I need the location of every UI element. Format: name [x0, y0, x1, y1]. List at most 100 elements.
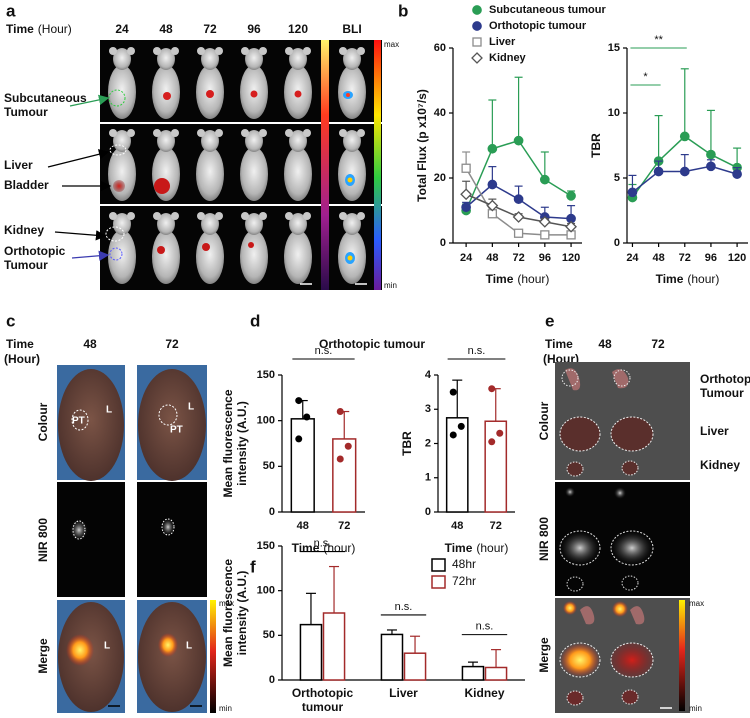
annotation: n.s.	[315, 345, 333, 357]
organ-label: Liver	[700, 424, 729, 438]
x-axis-label: Time (hour)	[445, 541, 509, 555]
marker	[461, 163, 471, 173]
panel-label: d	[250, 311, 260, 330]
y-tick-label: 3	[425, 403, 431, 415]
marker	[460, 188, 473, 201]
x-tick-label: 72	[679, 252, 691, 264]
bli-images	[47, 40, 382, 290]
organ-marker: L	[186, 641, 192, 652]
annotation: n.s.	[476, 621, 494, 633]
column-label: 96	[247, 22, 261, 36]
data-point	[449, 388, 457, 396]
x-tick-label: 72	[338, 520, 350, 532]
x-axis-label: Time (hour)	[656, 272, 720, 286]
bar	[484, 420, 508, 513]
x-tick-label: 48	[652, 252, 664, 264]
legend-swatch	[431, 558, 446, 572]
error-bar	[706, 109, 715, 155]
data-point	[449, 431, 457, 439]
legend-marker	[472, 21, 482, 31]
time-label: Time	[6, 22, 34, 36]
marker	[566, 191, 576, 201]
scale-max: max	[384, 40, 399, 49]
organ-marker: PT	[72, 416, 85, 427]
y-tick-label: 15	[608, 42, 620, 54]
error-bar	[329, 565, 340, 613]
row-label: Bladder	[4, 178, 49, 192]
row-label: Liver	[4, 158, 33, 172]
y-tick-label: 50	[263, 460, 275, 472]
organ-marker: L	[188, 402, 194, 413]
y-tick-label: 10	[608, 107, 620, 119]
legend-marker	[472, 5, 482, 15]
marker	[513, 194, 524, 204]
row-label: NIR 800	[537, 517, 551, 561]
x-axis-label-unit: (hour)	[517, 272, 549, 286]
data-point	[336, 408, 344, 416]
y-tick-label: 100	[257, 585, 275, 597]
legend-marker	[472, 37, 482, 47]
data-point	[488, 438, 496, 446]
x-tick-label: 48	[451, 520, 463, 532]
time-label: Time	[545, 337, 573, 351]
marker	[461, 202, 471, 213]
y-tick-label: 4	[425, 369, 432, 381]
y-tick-label: 1	[425, 472, 431, 484]
y-tick-label: 50	[263, 629, 275, 641]
error-bar	[680, 68, 689, 137]
x-axis-label: Time (hour)	[486, 272, 550, 286]
data-point	[295, 397, 303, 405]
annotation: n.s.	[314, 537, 332, 549]
y-tick-label: 0	[425, 506, 431, 518]
column-label: 48	[83, 337, 97, 351]
x-axis-label-name: Time	[656, 272, 684, 286]
bar	[484, 666, 508, 681]
y-axis-label: TBR	[589, 133, 603, 158]
data-point	[336, 455, 344, 463]
x-tick-label: Orthotopic tumour	[292, 686, 354, 714]
organ-images	[555, 362, 690, 713]
marker	[706, 149, 716, 160]
marker	[653, 166, 664, 177]
error-bar	[452, 379, 463, 418]
y-tick-label: 0	[614, 237, 620, 249]
error-bar	[410, 635, 421, 654]
column-label: 72	[165, 337, 179, 351]
y-axis-label: Total Flux (p x10⁷/s)	[415, 89, 429, 202]
marker	[486, 199, 499, 212]
y-tick-label: 100	[257, 415, 275, 427]
scale-max: max	[219, 599, 234, 608]
annotation: n.s.	[395, 601, 413, 613]
y-tick-label: 0	[269, 674, 275, 686]
marker	[706, 161, 716, 172]
x-tick-label: Kidney	[464, 686, 504, 700]
y-tick-label: 2	[425, 437, 431, 449]
fluorescence-images	[57, 365, 216, 713]
marker	[540, 230, 550, 240]
bar	[290, 418, 315, 513]
y-axis-label: intensity (A.U.)	[235, 571, 249, 656]
panel-label: f	[250, 557, 256, 576]
marker	[539, 174, 550, 185]
column-label: 48	[598, 337, 612, 351]
column-label: 48	[159, 22, 173, 36]
x-tick-label: 120	[728, 252, 746, 264]
row-label: Subcutaneous Tumour	[4, 91, 87, 119]
error-bar	[490, 388, 501, 422]
legend-label: Orthotopic tumour	[489, 20, 587, 32]
bar	[299, 623, 323, 681]
x-axis-label-name: Time	[445, 541, 473, 555]
x-axis-label-unit: (hour)	[476, 541, 508, 555]
error-bar	[488, 99, 497, 149]
y-axis-label: Mean fluorescence	[221, 559, 235, 667]
y-axis-label: intensity (A.U.)	[235, 401, 249, 486]
panel-label: e	[545, 311, 554, 330]
marker	[538, 215, 551, 228]
legend-marker	[471, 52, 483, 64]
panel-label: a	[6, 1, 16, 20]
data-point	[303, 413, 311, 421]
organ-label: Kidney	[700, 458, 740, 472]
bar	[403, 652, 427, 681]
time-unit: (Hour)	[4, 352, 40, 366]
